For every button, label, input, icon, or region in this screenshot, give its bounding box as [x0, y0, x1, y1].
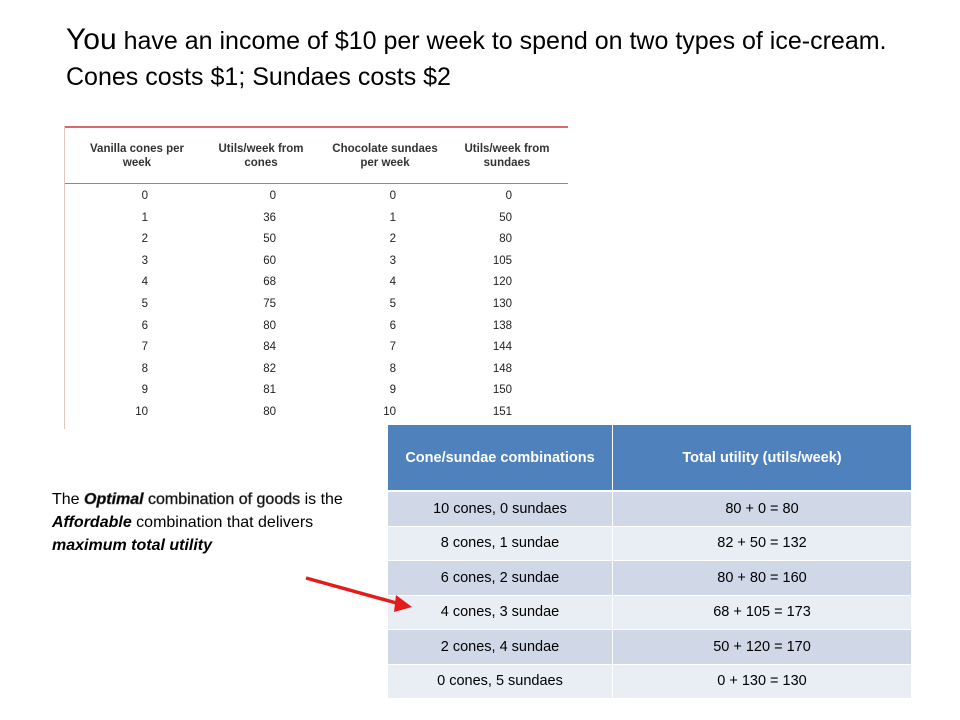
title-text: have an income of $10 per week to spend …: [66, 27, 887, 91]
table-row: 10 80 10 151: [64, 403, 570, 425]
utility-table: Vanilla cones per week Utils/week from c…: [64, 126, 570, 429]
combination-cell: 10 cones, 0 sundaes: [388, 491, 613, 527]
note-optimal: Optimal: [84, 491, 144, 509]
table-cell: 50: [263, 233, 276, 246]
note-maximum-total-utility: maximum total utility: [52, 537, 213, 554]
combinations-body: 10 cones, 0 sundaes 80 + 0 = 80 8 cones, 1…: [388, 491, 912, 699]
table-cell: 0: [141, 190, 148, 202]
table-row: 9 81 9 150: [64, 381, 570, 403]
table-row: 5 75 5 130: [64, 295, 570, 317]
table-cell: 144: [492, 341, 512, 354]
table-row: 2 50 2 80: [64, 230, 570, 252]
table-left-edge: [64, 126, 65, 429]
total-utility-cell: 80 + 0 = 80: [612, 491, 912, 527]
combinations-table: Cone/sundae combinations Total utility (…: [388, 425, 912, 699]
table-cell: 9: [389, 384, 396, 397]
table-cell: 6: [141, 319, 148, 332]
table-cell: 7: [389, 341, 396, 354]
note-text-1: The: [52, 491, 85, 508]
total-utility-cell: 68 + 105 = 173: [612, 595, 912, 630]
table-cell: 0: [269, 190, 276, 202]
optimal-note: The Optimal combination of goods is the …: [52, 488, 352, 557]
table-row: 2 cones, 4 sundae 50 + 120 = 170: [388, 629, 912, 665]
table-cell: 4: [389, 276, 396, 289]
combination-cell: 0 cones, 5 sundaes: [388, 664, 613, 699]
table-cell: 10: [135, 405, 148, 418]
table-cell: 10: [383, 405, 396, 418]
utility-table-body: 0 0 0 0 1 36 1 50 2 50 2 80 3 60 3 105 4 68 4 120 5 75 5 130 6 80…: [64, 187, 570, 425]
table-header-rule: [64, 183, 568, 184]
note-text-2: is the: [300, 491, 343, 508]
table-cell: 75: [263, 297, 276, 310]
combination-cell: 4 cones, 3 sundae: [388, 595, 613, 630]
combination-cell: 6 cones, 2 sundae: [388, 560, 613, 596]
table-cell: 84: [263, 341, 276, 354]
table-cell: 0: [505, 190, 512, 202]
table-cell: 82: [263, 362, 276, 375]
table-cell: 80: [263, 319, 276, 332]
table-cell: 148: [492, 362, 512, 375]
table-cell: 105: [492, 254, 512, 267]
table-cell: 36: [263, 211, 276, 224]
table-row: 7 84 7 144: [64, 338, 570, 360]
note-text-3: combination that delivers: [131, 514, 314, 531]
header-combinations: Cone/sundae combinations: [388, 425, 613, 492]
table-row: 10 cones, 0 sundaes 80 + 0 = 80: [388, 491, 912, 527]
header-total-utility: Total utility (utils/week): [612, 425, 912, 492]
table-row: 6 cones, 2 sundae 80 + 80 = 160: [388, 560, 912, 596]
pointer-arrow-icon: [305, 576, 412, 612]
header-utils-cones: Utils/week from cones: [218, 143, 304, 169]
table-cell: 80: [263, 405, 276, 418]
table-cell: 5: [389, 297, 396, 310]
table-row: 4 68 4 120: [64, 273, 570, 295]
table-cell: 8: [141, 362, 148, 375]
table-cell: 1: [141, 211, 148, 224]
header-vanilla-cones: Vanilla cones per week: [90, 143, 184, 169]
table-top-rule: [64, 126, 568, 128]
table-row: 4 cones, 3 sundae 68 + 105 = 173: [388, 595, 912, 630]
table-cell: 81: [263, 384, 276, 397]
note-affordable: Affordable: [52, 514, 132, 531]
table-row: 3 60 3 105: [64, 252, 570, 274]
table-cell: 9: [141, 384, 148, 397]
total-utility-cell: 80 + 80 = 160: [612, 560, 912, 596]
table-cell: 3: [141, 254, 148, 267]
combination-cell: 8 cones, 1 sundae: [388, 526, 613, 561]
table-cell: 5: [141, 297, 148, 310]
table-cell: 2: [389, 233, 396, 246]
table-cell: 68: [263, 276, 276, 289]
slide-title: You have an income of $10 per week to sp…: [66, 22, 906, 95]
table-cell: 4: [141, 276, 148, 289]
table-cell: 150: [492, 384, 512, 397]
combination-cell: 2 cones, 4 sundae: [388, 629, 613, 665]
table-cell: 151: [492, 405, 512, 418]
total-utility-cell: 50 + 120 = 170: [612, 629, 912, 665]
table-row: 8 cones, 1 sundae 82 + 50 = 132: [388, 526, 912, 561]
table-cell: 60: [263, 254, 276, 267]
header-chocolate-sundaes: Chocolate sundaes per week: [332, 143, 438, 169]
table-cell: 6: [389, 319, 396, 332]
table-cell: 1: [389, 211, 396, 224]
title-lead: You: [66, 23, 117, 56]
table-row: 0 cones, 5 sundaes 0 + 130 = 130: [388, 664, 912, 699]
table-cell: 130: [492, 297, 512, 310]
table-cell: 50: [499, 211, 512, 224]
total-utility-cell: 0 + 130 = 130: [612, 664, 912, 699]
table-cell: 2: [141, 233, 148, 246]
table-row: 1 36 1 50: [64, 209, 570, 231]
table-row: 0 0 0 0: [64, 187, 570, 209]
table-row: 6 80 6 138: [64, 317, 570, 339]
table-cell: 0: [389, 190, 396, 202]
combinations-header-row: Cone/sundae combinations Total utility (…: [388, 425, 912, 492]
table-cell: 7: [141, 341, 148, 354]
total-utility-cell: 82 + 50 = 132: [612, 526, 912, 561]
table-row: 8 82 8 148: [64, 360, 570, 382]
table-cell: 8: [389, 362, 396, 375]
table-cell: 120: [492, 276, 512, 289]
note-combination-of-goods: combination of goods: [143, 491, 301, 509]
table-cell: 80: [499, 233, 512, 246]
header-utils-sundaes: Utils/week from sundaes: [464, 143, 550, 169]
table-cell: 3: [389, 254, 396, 267]
table-cell: 138: [492, 319, 512, 332]
